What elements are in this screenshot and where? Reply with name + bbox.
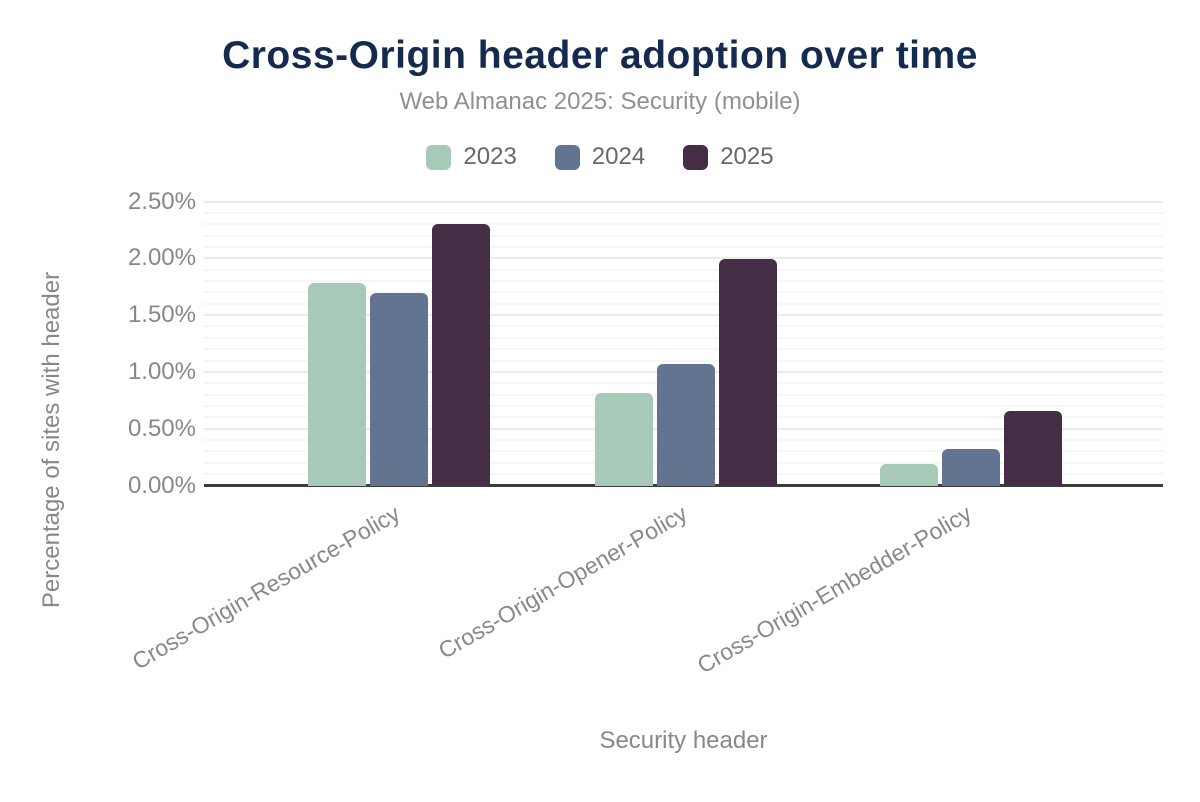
bar-2024-cross-origin-opener-policy [657, 364, 715, 486]
bar-2024-cross-origin-resource-policy [370, 292, 428, 486]
bar-2023-cross-origin-embedder-policy [880, 464, 938, 486]
legend-swatch-icon [426, 144, 452, 170]
y-tick-label: 1.00% [127, 357, 196, 385]
y-tick-label: 0.50% [127, 414, 196, 442]
gridline-minor [204, 223, 1163, 226]
y-tick-label: 2.50% [127, 187, 196, 215]
bar-2025-cross-origin-embedder-policy [1004, 411, 1062, 486]
legend-swatch-icon [554, 144, 580, 170]
gridline-minor [204, 245, 1163, 248]
page-subtitle: Web Almanac 2025: Security (mobile) [399, 88, 801, 115]
bar-2023-cross-origin-resource-policy [308, 282, 366, 486]
gridline-minor [204, 359, 1163, 362]
gridline-minor [204, 234, 1163, 237]
y-tick-label: 1.50% [127, 301, 196, 329]
legend-item-2023[interactable]: 2023 [426, 143, 517, 171]
y-tick-label: 2.00% [127, 244, 196, 272]
x-axis-title: Security header [599, 727, 768, 754]
legend-swatch-icon [683, 144, 709, 170]
legend-label: 2023 [463, 143, 517, 170]
gridline-major [204, 314, 1163, 317]
gridline-major [204, 200, 1163, 203]
gridline-minor [204, 336, 1163, 339]
bar-2024-cross-origin-embedder-policy [942, 448, 1000, 486]
gridline-minor [204, 348, 1163, 351]
x-category-label: Cross-Origin-Resource-Policy [127, 500, 405, 675]
gridline-minor [204, 280, 1163, 283]
gridline-minor [204, 211, 1163, 214]
gridline-minor [204, 291, 1163, 294]
bar-2025-cross-origin-opener-policy [719, 258, 777, 486]
gridline-major [204, 257, 1163, 260]
legend-label: 2024 [591, 143, 646, 170]
legend-label: 2025 [720, 143, 774, 170]
gridline-minor [204, 325, 1163, 328]
gridline-minor [204, 302, 1163, 305]
x-category-label: Cross-Origin-Embedder-Policy [692, 500, 976, 679]
page-title: Cross-Origin header adoption over time [222, 34, 978, 77]
legend-item-2025[interactable]: 2025 [683, 143, 774, 171]
gridline-minor [204, 268, 1163, 271]
bar-2023-cross-origin-opener-policy [595, 392, 653, 486]
legend-item-2024[interactable]: 2024 [554, 143, 646, 171]
bar-2025-cross-origin-resource-policy [432, 223, 490, 486]
x-category-label: Cross-Origin-Opener-Policy [433, 500, 691, 664]
y-tick-label: 0.00% [127, 471, 196, 499]
legend: 2023 2024 2025 [0, 142, 1200, 172]
